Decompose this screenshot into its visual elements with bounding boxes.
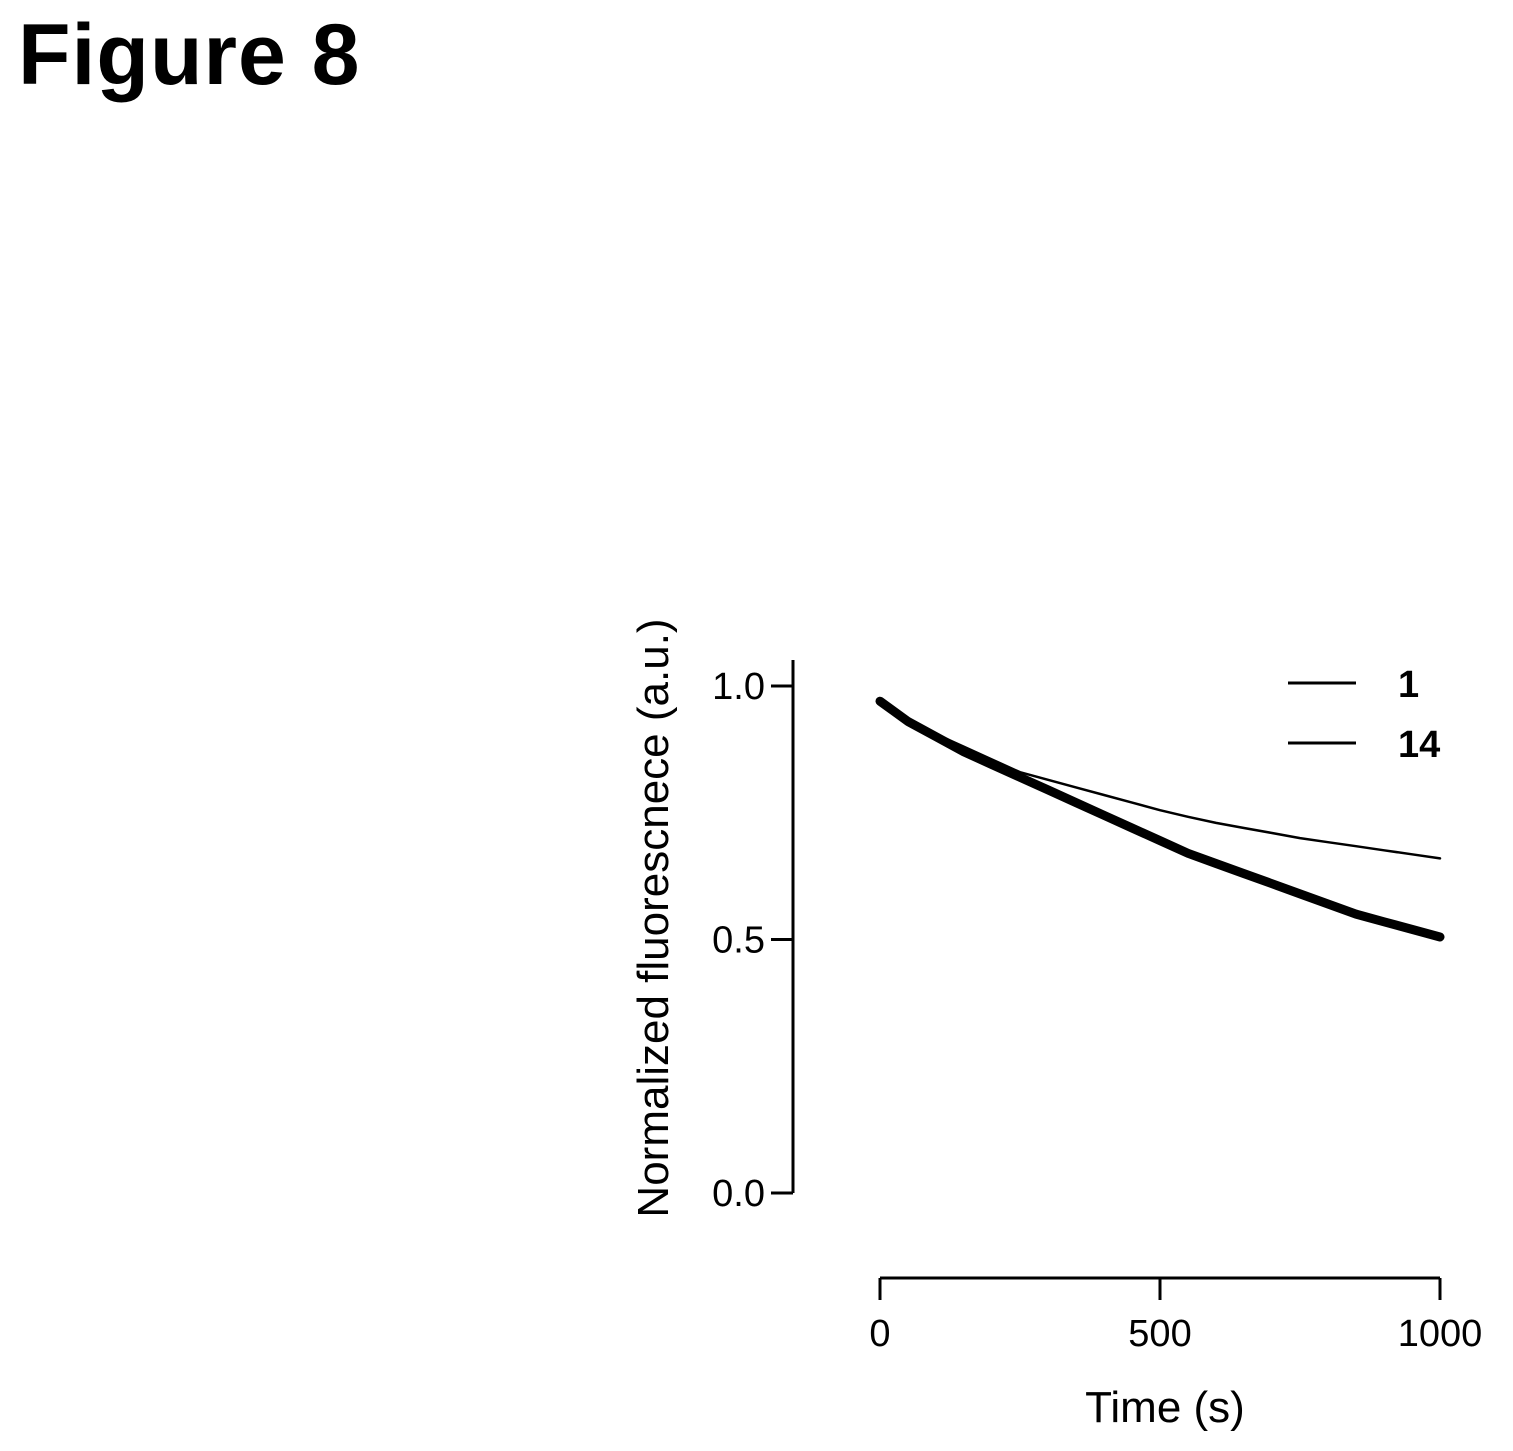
legend-label-14: 14 [1398,724,1440,766]
x-axis-label: Time (s) [1085,1383,1245,1432]
legend-label-1: 1 [1398,664,1419,706]
y-axis: 0.0 0.5 1.0 [712,660,795,1215]
y-tick-label: 1.0 [712,666,765,708]
chart-legend: 114 [1288,664,1440,766]
y-tick-label: 0.0 [712,1173,765,1215]
figure-title: Figure 8 [18,7,361,103]
series-line-1 [875,696,1445,942]
x-tick-label: 500 [1128,1313,1191,1355]
y-axis-label: Normalized fluorescnece (a.u.) [629,618,678,1217]
y-tick-label: 0.5 [712,920,765,962]
chart-series [875,696,1445,942]
x-tick-label: 1000 [1398,1313,1483,1355]
x-axis: 0 500 1000 [869,1276,1483,1355]
x-tick-label: 0 [869,1313,890,1355]
series-line-14 [878,699,1442,860]
